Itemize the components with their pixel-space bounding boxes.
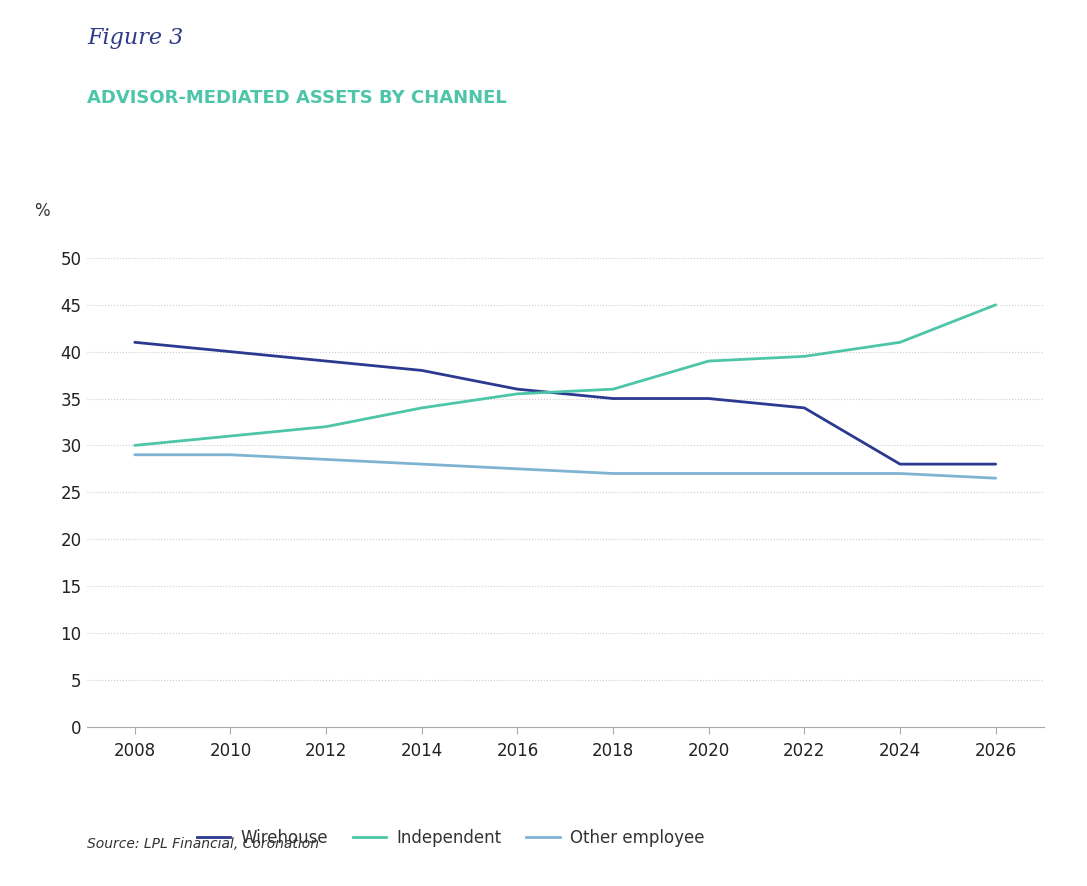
Text: Source: LPL Financial, Coronation: Source: LPL Financial, Coronation	[87, 836, 318, 851]
Text: %: %	[35, 202, 50, 220]
Text: Figure 3: Figure 3	[87, 27, 184, 49]
Text: ADVISOR-MEDIATED ASSETS BY CHANNEL: ADVISOR-MEDIATED ASSETS BY CHANNEL	[87, 89, 507, 106]
Legend: Wirehouse, Independent, Other employee: Wirehouse, Independent, Other employee	[190, 822, 711, 854]
